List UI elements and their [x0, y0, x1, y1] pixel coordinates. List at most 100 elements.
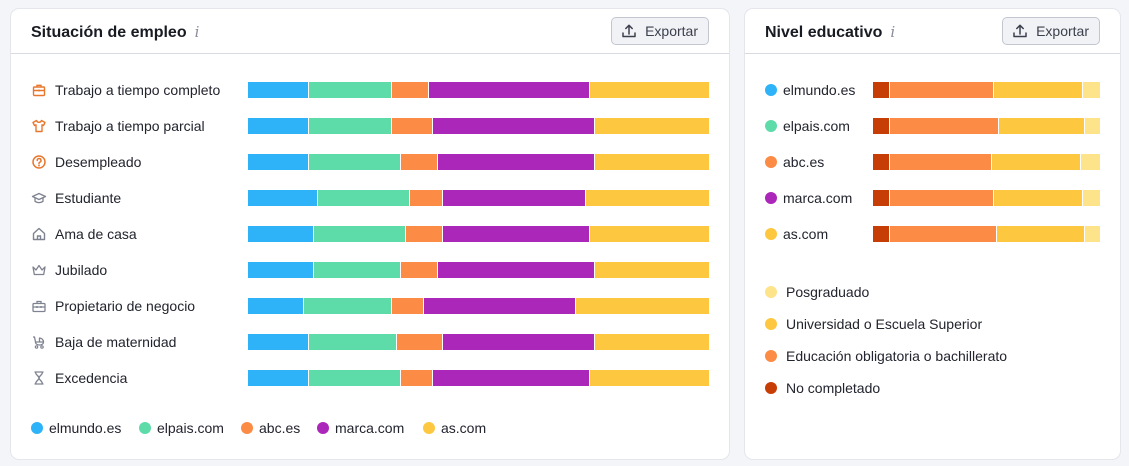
- education-segment-1[interactable]: [888, 226, 996, 242]
- education-segment-3[interactable]: [1079, 154, 1100, 170]
- education-segment-2[interactable]: [993, 82, 1082, 98]
- legend-item[interactable]: elpais.com: [139, 420, 224, 436]
- employment-segment-2[interactable]: [400, 370, 433, 386]
- employment-segment-3[interactable]: [436, 154, 594, 170]
- employment-segment-0[interactable]: [248, 190, 318, 206]
- question-icon: [31, 154, 47, 170]
- employment-segment-1[interactable]: [307, 118, 391, 134]
- legend-item[interactable]: Universidad o Escuela Superior: [765, 316, 982, 332]
- education-bar: [873, 154, 1100, 170]
- employment-segment-0[interactable]: [248, 334, 308, 350]
- legend-item[interactable]: Educación obligatoria o bachillerato: [765, 348, 1007, 364]
- employment-row-label: Trabajo a tiempo completo: [55, 82, 221, 98]
- employment-segment-1[interactable]: [307, 370, 401, 386]
- education-export-button[interactable]: Exportar: [1002, 17, 1100, 45]
- employment-segment-4[interactable]: [584, 190, 709, 206]
- legend-item[interactable]: as.com: [423, 420, 486, 436]
- employment-segment-0[interactable]: [248, 118, 308, 134]
- employment-row: Desempleado: [31, 154, 141, 170]
- employment-segment-4[interactable]: [589, 370, 709, 386]
- education-segment-2[interactable]: [991, 154, 1080, 170]
- education-segment-3[interactable]: [1084, 226, 1100, 242]
- toolbox-icon: [31, 298, 47, 314]
- employment-segment-3[interactable]: [423, 298, 576, 314]
- employment-row: Trabajo a tiempo parcial: [31, 118, 205, 134]
- education-segment-3[interactable]: [1084, 118, 1100, 134]
- legend-label: marca.com: [335, 420, 405, 436]
- info-icon[interactable]: i: [194, 23, 200, 41]
- employment-segment-3[interactable]: [432, 370, 590, 386]
- legend-item[interactable]: No completado: [765, 380, 880, 396]
- employment-segment-2[interactable]: [390, 118, 433, 134]
- briefcase-icon: [31, 82, 47, 98]
- education-segment-1[interactable]: [888, 154, 992, 170]
- employment-export-button[interactable]: Exportar: [611, 17, 709, 45]
- legend-dot: [765, 286, 777, 298]
- employment-segment-2[interactable]: [400, 262, 437, 278]
- employment-segment-0[interactable]: [248, 226, 313, 242]
- employment-segment-4[interactable]: [593, 118, 709, 134]
- employment-bar: [248, 334, 709, 350]
- employment-segment-0[interactable]: [248, 370, 308, 386]
- education-segment-3[interactable]: [1081, 190, 1100, 206]
- employment-bar: [248, 298, 709, 314]
- education-segment-2[interactable]: [995, 226, 1085, 242]
- site-dot: [765, 156, 777, 168]
- legend-item[interactable]: elmundo.es: [31, 420, 121, 436]
- info-icon[interactable]: i: [890, 23, 896, 41]
- employment-segment-3[interactable]: [441, 226, 590, 242]
- employment-segment-3[interactable]: [436, 262, 594, 278]
- employment-row-label: Estudiante: [55, 190, 122, 206]
- employment-segment-1[interactable]: [307, 154, 401, 170]
- employment-segment-3[interactable]: [441, 334, 594, 350]
- employment-segment-3[interactable]: [427, 82, 590, 98]
- education-segment-1[interactable]: [888, 82, 994, 98]
- education-segment-3[interactable]: [1081, 82, 1100, 98]
- employment-segment-0[interactable]: [248, 82, 308, 98]
- employment-segment-1[interactable]: [312, 262, 401, 278]
- education-segment-0[interactable]: [873, 190, 889, 206]
- employment-segment-0[interactable]: [248, 262, 313, 278]
- employment-title-text: Situación de empleo: [31, 24, 187, 41]
- education-segment-2[interactable]: [997, 118, 1085, 134]
- employment-segment-3[interactable]: [441, 190, 585, 206]
- education-row-label: as.com: [783, 226, 829, 242]
- employment-segment-2[interactable]: [404, 226, 442, 242]
- employment-segment-4[interactable]: [589, 226, 709, 242]
- employment-segment-4[interactable]: [593, 262, 709, 278]
- education-segment-0[interactable]: [873, 118, 889, 134]
- employment-segment-4[interactable]: [589, 82, 709, 98]
- legend-item[interactable]: marca.com: [317, 420, 404, 436]
- employment-segment-2[interactable]: [400, 154, 437, 170]
- employment-segment-4[interactable]: [575, 298, 709, 314]
- employment-segment-1[interactable]: [307, 82, 391, 98]
- employment-row-label: Ama de casa: [55, 226, 137, 242]
- education-segment-0[interactable]: [873, 226, 889, 242]
- legend-label: Posgraduado: [786, 284, 870, 300]
- employment-segment-2[interactable]: [395, 334, 442, 350]
- employment-segment-3[interactable]: [432, 118, 594, 134]
- education-segment-2[interactable]: [993, 190, 1082, 206]
- education-segment-0[interactable]: [873, 82, 889, 98]
- employment-segment-4[interactable]: [593, 154, 709, 170]
- education-bar: [873, 118, 1100, 134]
- employment-segment-1[interactable]: [312, 226, 405, 242]
- employment-row: Trabajo a tiempo completo: [31, 82, 220, 98]
- employment-segment-1[interactable]: [307, 334, 396, 350]
- employment-segment-0[interactable]: [248, 298, 304, 314]
- education-segment-0[interactable]: [873, 154, 889, 170]
- employment-segment-2[interactable]: [390, 82, 428, 98]
- employment-segment-2[interactable]: [409, 190, 442, 206]
- employment-segment-0[interactable]: [248, 154, 308, 170]
- education-row-label: marca.com: [783, 190, 853, 206]
- education-segment-1[interactable]: [888, 118, 998, 134]
- employment-segment-4[interactable]: [593, 334, 709, 350]
- legend-item[interactable]: Posgraduado: [765, 284, 869, 300]
- legend-item[interactable]: abc.es: [241, 420, 300, 436]
- site-dot: [765, 228, 777, 240]
- employment-segment-1[interactable]: [303, 298, 391, 314]
- education-segment-1[interactable]: [888, 190, 994, 206]
- employment-row: Baja de maternidad: [31, 334, 176, 350]
- employment-segment-2[interactable]: [390, 298, 424, 314]
- employment-segment-1[interactable]: [317, 190, 410, 206]
